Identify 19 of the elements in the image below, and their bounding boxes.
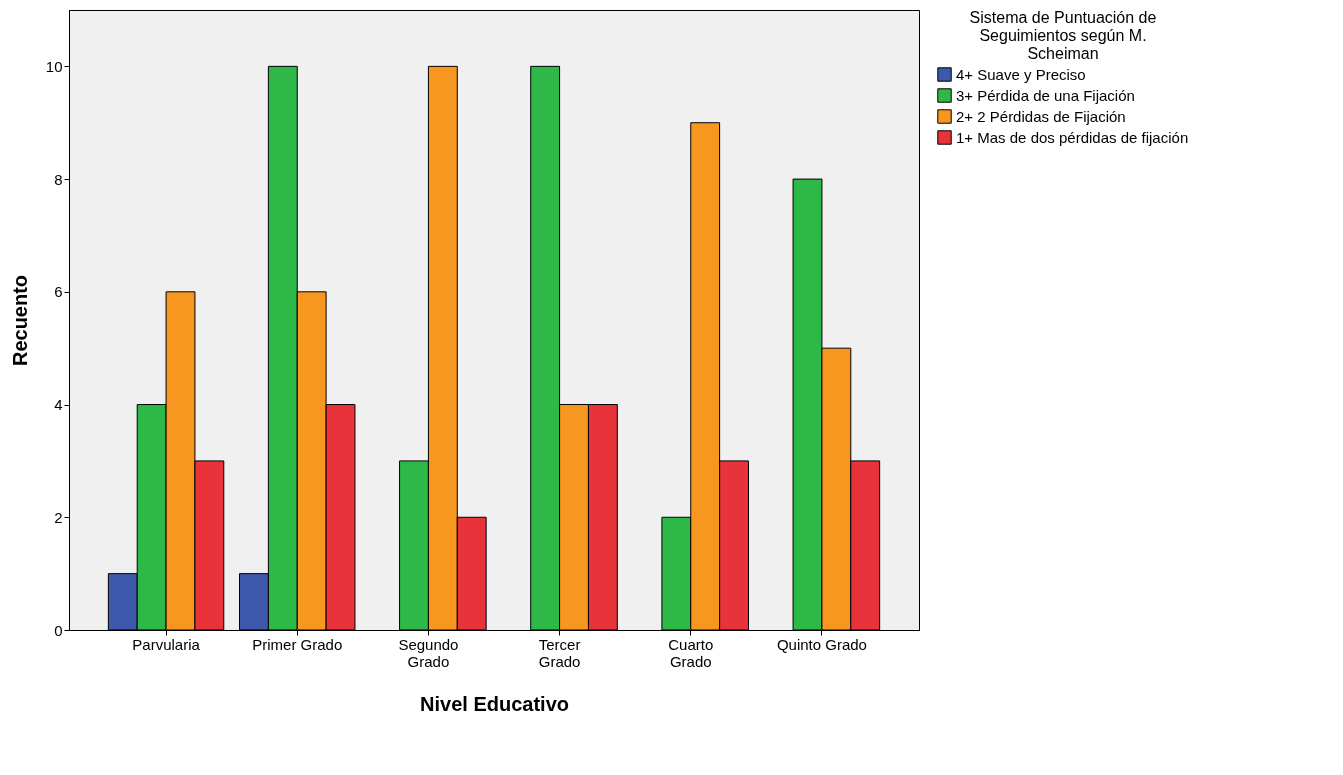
x-tick-label: Parvularia: [132, 635, 201, 653]
y-tick-label: 6: [54, 283, 63, 301]
legend-label: 3+ Pérdida de una Fijación: [956, 86, 1135, 104]
y-axis-title: Recuento: [8, 274, 31, 367]
x-axis-title: Nivel Educativo: [420, 692, 569, 715]
legend-label: 1+ Mas de dos pérdidas de fijación: [956, 128, 1189, 146]
legend-label: 2+ 2 Pérdidas de Fijación: [956, 107, 1126, 125]
x-tick-label: Tercer Grado: [538, 635, 581, 670]
y-tick-label: 4: [54, 396, 63, 414]
legend-title: Sistema de Puntuación de Seguimientos según M. Scheiman: [969, 9, 1157, 62]
x-tick-label: Cuarto Grado: [668, 635, 714, 670]
legend-label: 4+ Suave y Preciso: [956, 65, 1086, 83]
x-tick-label: Segundo Grado: [398, 635, 459, 670]
x-tick-label: Primer Grado: [252, 635, 343, 653]
x-tick-label: Quinto Grado: [776, 635, 867, 653]
y-tick-label: 0: [54, 621, 63, 639]
y-tick-label: 10: [45, 57, 63, 75]
y-tick-label: 8: [54, 170, 63, 188]
y-tick-label: 2: [54, 508, 63, 526]
